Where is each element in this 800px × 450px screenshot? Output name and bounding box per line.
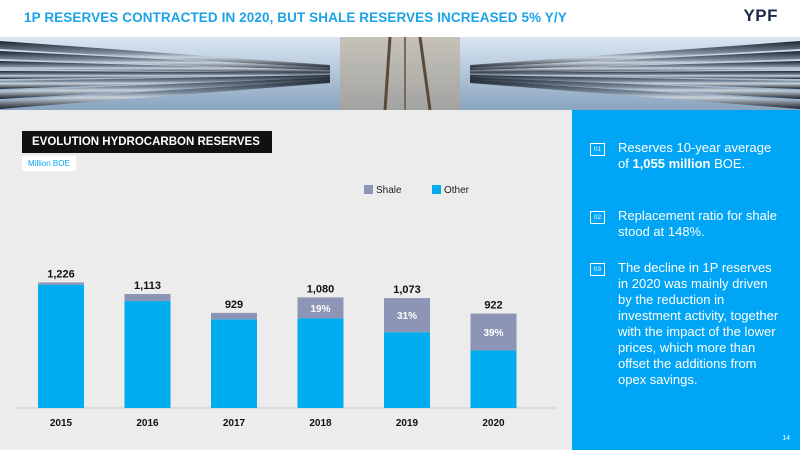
bullet-number-02: 02 bbox=[590, 211, 605, 224]
x-tick-label: 2016 bbox=[136, 418, 159, 429]
bullet-text-bold: 1,055 million bbox=[632, 156, 711, 171]
banner-image bbox=[0, 37, 800, 110]
x-tick-label: 2020 bbox=[482, 418, 505, 429]
page-title: 1P RESERVES CONTRACTED IN 2020, BUT SHAL… bbox=[24, 10, 567, 25]
bullet-text-part: Replacement ratio for shale stood at 148… bbox=[618, 208, 777, 239]
chart-unit-label: Million BOE bbox=[22, 156, 76, 171]
ypf-logo: YPF bbox=[743, 6, 778, 25]
bullet-text-part: Reserves 10-year average of bbox=[618, 140, 772, 171]
legend-swatch bbox=[432, 185, 441, 194]
bar-shale bbox=[297, 297, 344, 319]
chart-title: EVOLUTION HYDROCARBON RESERVES bbox=[22, 131, 272, 153]
bar-shale bbox=[124, 294, 171, 302]
shale-share-label: 31% bbox=[397, 311, 417, 322]
shale-share-label: 39% bbox=[483, 328, 503, 339]
total-label: 1,226 bbox=[47, 268, 75, 280]
legend-label: Other bbox=[444, 185, 470, 196]
bullet-text-part: The decline in 1P reserves in 2020 was m… bbox=[618, 260, 779, 387]
bullet-text: Reserves 10-year average of 1,055 millio… bbox=[618, 140, 783, 172]
bar-other bbox=[124, 301, 171, 408]
total-label: 929 bbox=[225, 299, 243, 311]
bar-shale bbox=[384, 298, 430, 333]
reserves-bar-chart: 1,226 2015 1,113 2016 929 2017 1,080 19% 2018 1,0… bbox=[16, 185, 556, 429]
total-label: 1,113 bbox=[134, 280, 161, 292]
total-label: 1,073 bbox=[393, 284, 421, 296]
legend-swatch bbox=[364, 185, 373, 194]
bar-shale bbox=[38, 282, 84, 285]
page-number: 14 bbox=[782, 435, 790, 442]
shale-share-label: 19% bbox=[310, 304, 330, 315]
bullet-text: The decline in 1P reserves in 2020 was m… bbox=[618, 260, 783, 388]
legend-label: Shale bbox=[376, 185, 402, 196]
bullet-number-01: 01 bbox=[590, 143, 605, 156]
highlights-panel bbox=[572, 110, 800, 450]
bar-shale bbox=[470, 313, 517, 351]
bar-other bbox=[384, 332, 430, 408]
x-tick-label: 2019 bbox=[396, 418, 419, 429]
bullet-text: Replacement ratio for shale stood at 148… bbox=[618, 208, 783, 240]
bar-other bbox=[297, 318, 344, 408]
bar-other bbox=[470, 350, 517, 408]
x-tick-label: 2015 bbox=[50, 418, 73, 429]
x-tick-label: 2018 bbox=[309, 418, 332, 429]
x-tick-label: 2017 bbox=[223, 418, 246, 429]
bullet-number-03: 03 bbox=[590, 263, 605, 276]
bar-shale bbox=[211, 312, 257, 320]
bullet-text-part: BOE. bbox=[710, 156, 746, 171]
total-label: 922 bbox=[484, 300, 502, 312]
total-label: 1,080 bbox=[307, 283, 335, 295]
bar-other bbox=[211, 319, 257, 408]
bar-other bbox=[38, 284, 84, 408]
